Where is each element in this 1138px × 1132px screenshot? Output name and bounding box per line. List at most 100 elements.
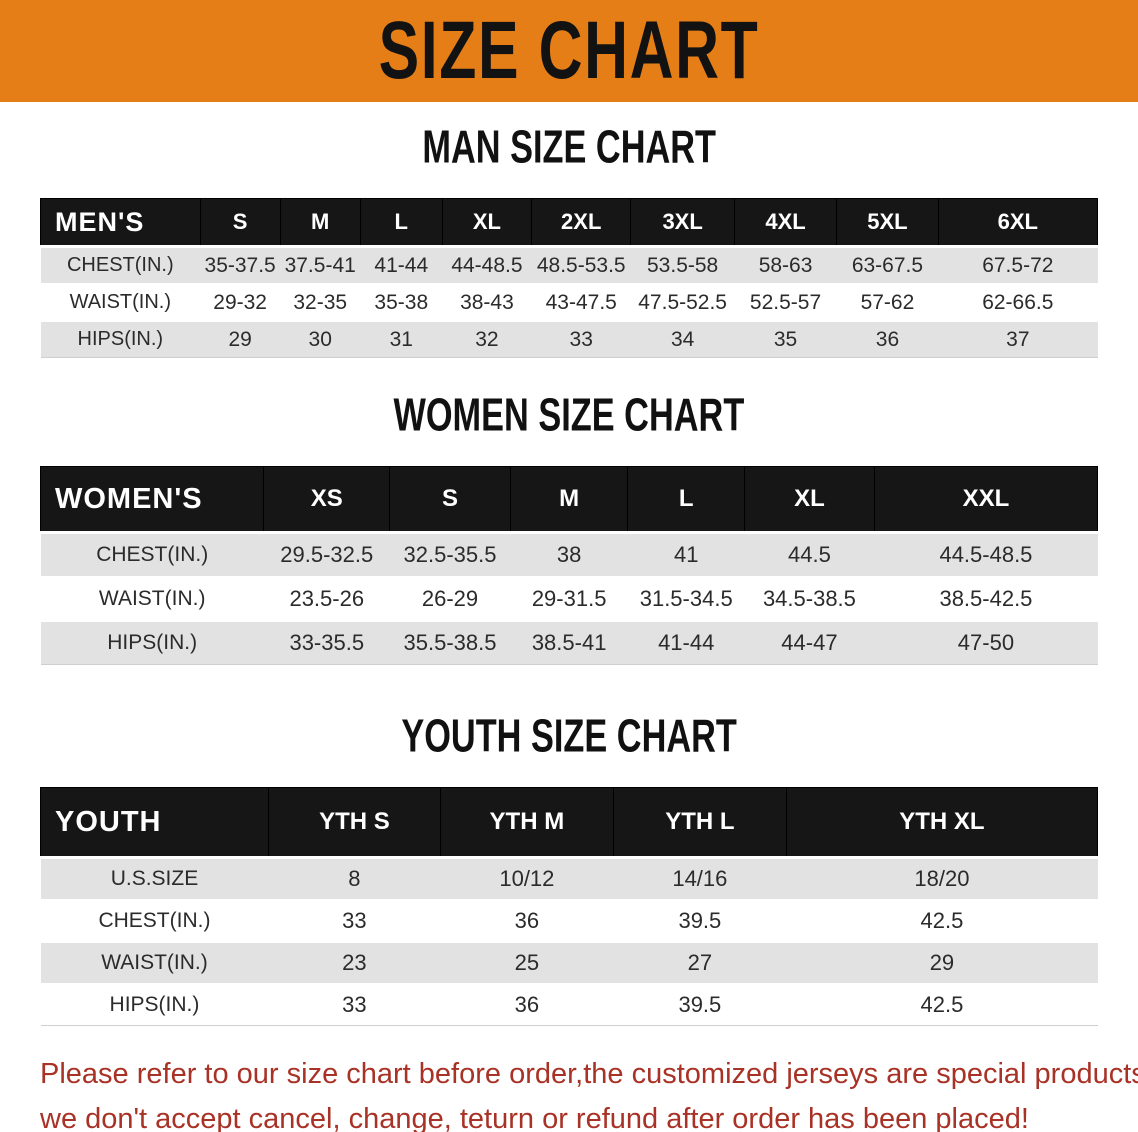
size-value-cell: 37.5-41 — [280, 245, 361, 285]
youth-size-table: YOUTH YTH S YTH M YTH L YTH XL U.S.SIZE 8 10/1… — [40, 787, 1099, 1026]
size-value-cell: 8 — [268, 856, 441, 901]
row-label: WAIST(IN.) — [40, 284, 201, 322]
content: MAN SIZE CHART MEN'S S M L XL 2XL 3XL 4XL 5XL 6XL… — [0, 121, 1138, 1026]
size-value-cell: 39.5 — [613, 900, 787, 943]
size-value-cell: 35-37.5 — [200, 245, 281, 285]
table-row: HIPS(IN.) 33-35.5 35.5-38.5 38.5-41 41-44 44-… — [40, 621, 1098, 665]
row-label: WAIST(IN.) — [40, 577, 264, 622]
size-value-cell: 62-66.5 — [938, 284, 1098, 322]
size-value-cell: 32 — [442, 321, 532, 358]
size-value-cell: 33 — [268, 984, 441, 1026]
size-value-cell: 38.5-41 — [510, 621, 628, 665]
column-header: 4XL — [733, 198, 838, 247]
man-size-heading-text: MAN SIZE CHART — [422, 121, 716, 174]
size-value-cell: 38 — [510, 531, 628, 578]
size-value-cell: 53.5-58 — [630, 245, 735, 285]
women-size-section: WOMEN SIZE CHART WOMEN'S XS S M L XL XXL CHEST… — [0, 390, 1138, 665]
size-value-cell: 29 — [200, 321, 281, 358]
size-value-cell: 38.5-42.5 — [874, 577, 1098, 622]
youth-table-head: YOUTH YTH S YTH M YTH L YTH XL — [40, 787, 1099, 858]
column-header: YTH S — [267, 787, 441, 858]
column-header: XS — [263, 466, 391, 533]
man-table-body: CHEST(IN.) 35-37.5 37.5-41 41-44 44-48.5 48.5… — [40, 245, 1098, 358]
row-label: CHEST(IN.) — [40, 900, 269, 943]
size-value-cell: 44.5-48.5 — [874, 531, 1098, 578]
size-value-cell: 29.5-32.5 — [263, 531, 390, 578]
table-corner-label: WOMEN'S — [39, 466, 265, 533]
size-value-cell: 14/16 — [613, 856, 787, 901]
size-value-cell: 36 — [836, 321, 939, 358]
column-header: M — [279, 198, 361, 247]
size-value-cell: 18/20 — [786, 856, 1098, 901]
size-value-cell: 23 — [268, 942, 441, 985]
row-label: CHEST(IN.) — [40, 245, 201, 285]
size-value-cell: 35-38 — [360, 284, 443, 322]
row-label: HIPS(IN.) — [40, 321, 201, 358]
size-value-cell: 29-31.5 — [510, 577, 628, 622]
youth-size-heading-text: YOUTH SIZE CHART — [401, 710, 737, 763]
size-value-cell: 27 — [613, 942, 787, 985]
size-value-cell: 44-48.5 — [442, 245, 532, 285]
size-value-cell: 29-32 — [200, 284, 281, 322]
women-table-head: WOMEN'S XS S M L XL XXL — [39, 466, 1099, 533]
table-row: CHEST(IN.) 35-37.5 37.5-41 41-44 44-48.5 48.5… — [40, 245, 1098, 285]
disclaimer-line-1: Please refer to our size chart before or… — [40, 1058, 1138, 1090]
table-row: HIPS(IN.) 29 30 31 32 33 34 35 36 37 — [40, 321, 1098, 358]
size-value-cell: 33 — [268, 900, 441, 943]
size-value-cell: 58-63 — [734, 245, 837, 285]
row-label: U.S.SIZE — [40, 856, 269, 901]
column-header: XL — [441, 198, 533, 247]
table-header-row: MEN'S S M L XL 2XL 3XL 4XL 5XL 6XL — [40, 198, 1099, 247]
table-row: WAIST(IN.) 23.5-26 26-29 29-31.5 31.5-34.5 34… — [40, 577, 1098, 622]
size-value-cell: 41-44 — [360, 245, 443, 285]
table-row: U.S.SIZE 8 10/12 14/16 18/20 — [40, 856, 1098, 901]
column-header: 6XL — [937, 198, 1099, 247]
size-value-cell: 32-35 — [280, 284, 361, 322]
size-value-cell: 36 — [440, 900, 614, 943]
size-value-cell: 48.5-53.5 — [531, 245, 631, 285]
table-header-row: YOUTH YTH S YTH M YTH L YTH XL — [40, 787, 1099, 858]
youth-size-section: YOUTH SIZE CHART YOUTH YTH S YTH M YTH L YTH… — [0, 710, 1138, 1026]
column-header: XL — [743, 466, 875, 533]
table-row: WAIST(IN.) 23 25 27 29 — [40, 942, 1098, 985]
size-value-cell: 67.5-72 — [938, 245, 1098, 285]
size-value-cell: 34.5-38.5 — [744, 577, 875, 622]
size-value-cell: 52.5-57 — [734, 284, 837, 322]
column-header: 2XL — [531, 198, 632, 247]
disclaimer-line-2: we don't accept cancel, change, teturn o… — [40, 1103, 1029, 1132]
size-value-cell: 30 — [280, 321, 361, 358]
column-header: YTH M — [439, 787, 614, 858]
size-value-cell: 42.5 — [786, 984, 1098, 1026]
size-value-cell: 25 — [440, 942, 614, 985]
size-value-cell: 26-29 — [389, 577, 511, 622]
column-header: 5XL — [836, 198, 939, 247]
size-value-cell: 37 — [938, 321, 1098, 358]
row-label: CHEST(IN.) — [40, 531, 264, 578]
women-size-heading: WOMEN SIZE CHART — [0, 390, 1138, 441]
women-size-table: WOMEN'S XS S M L XL XXL CHEST(IN.) 29.5-32.5 32.… — [39, 466, 1099, 665]
youth-size-heading: YOUTH SIZE CHART — [0, 710, 1138, 763]
women-table-body: CHEST(IN.) 29.5-32.5 32.5-35.5 38 41 44.5 44.5… — [40, 531, 1098, 665]
size-value-cell: 57-62 — [836, 284, 939, 322]
column-header: YTH L — [612, 787, 787, 858]
column-header: M — [509, 466, 629, 533]
table-row: HIPS(IN.) 33 36 39.5 42.5 — [40, 984, 1098, 1026]
table-row: CHEST(IN.) 33 36 39.5 42.5 — [40, 900, 1098, 943]
size-value-cell: 31 — [360, 321, 443, 358]
man-size-table: MEN'S S M L XL 2XL 3XL 4XL 5XL 6XL CHEST(IN.) 35-3… — [40, 198, 1099, 358]
size-value-cell: 36 — [440, 984, 614, 1026]
column-header: XXL — [873, 466, 1099, 533]
size-value-cell: 63-67.5 — [836, 245, 939, 285]
size-value-cell: 33 — [531, 321, 631, 358]
size-value-cell: 31.5-34.5 — [627, 577, 745, 622]
size-value-cell: 42.5 — [786, 900, 1098, 943]
table-header-row: WOMEN'S XS S M L XL XXL — [39, 466, 1099, 533]
size-value-cell: 39.5 — [613, 984, 787, 1026]
size-value-cell: 44.5 — [744, 531, 875, 578]
size-value-cell: 35 — [734, 321, 837, 358]
row-label: HIPS(IN.) — [40, 984, 269, 1026]
size-value-cell: 33-35.5 — [263, 621, 390, 665]
column-header: L — [359, 198, 443, 247]
table-row: WAIST(IN.) 29-32 32-35 35-38 38-43 43-47.5 47.… — [40, 284, 1098, 322]
